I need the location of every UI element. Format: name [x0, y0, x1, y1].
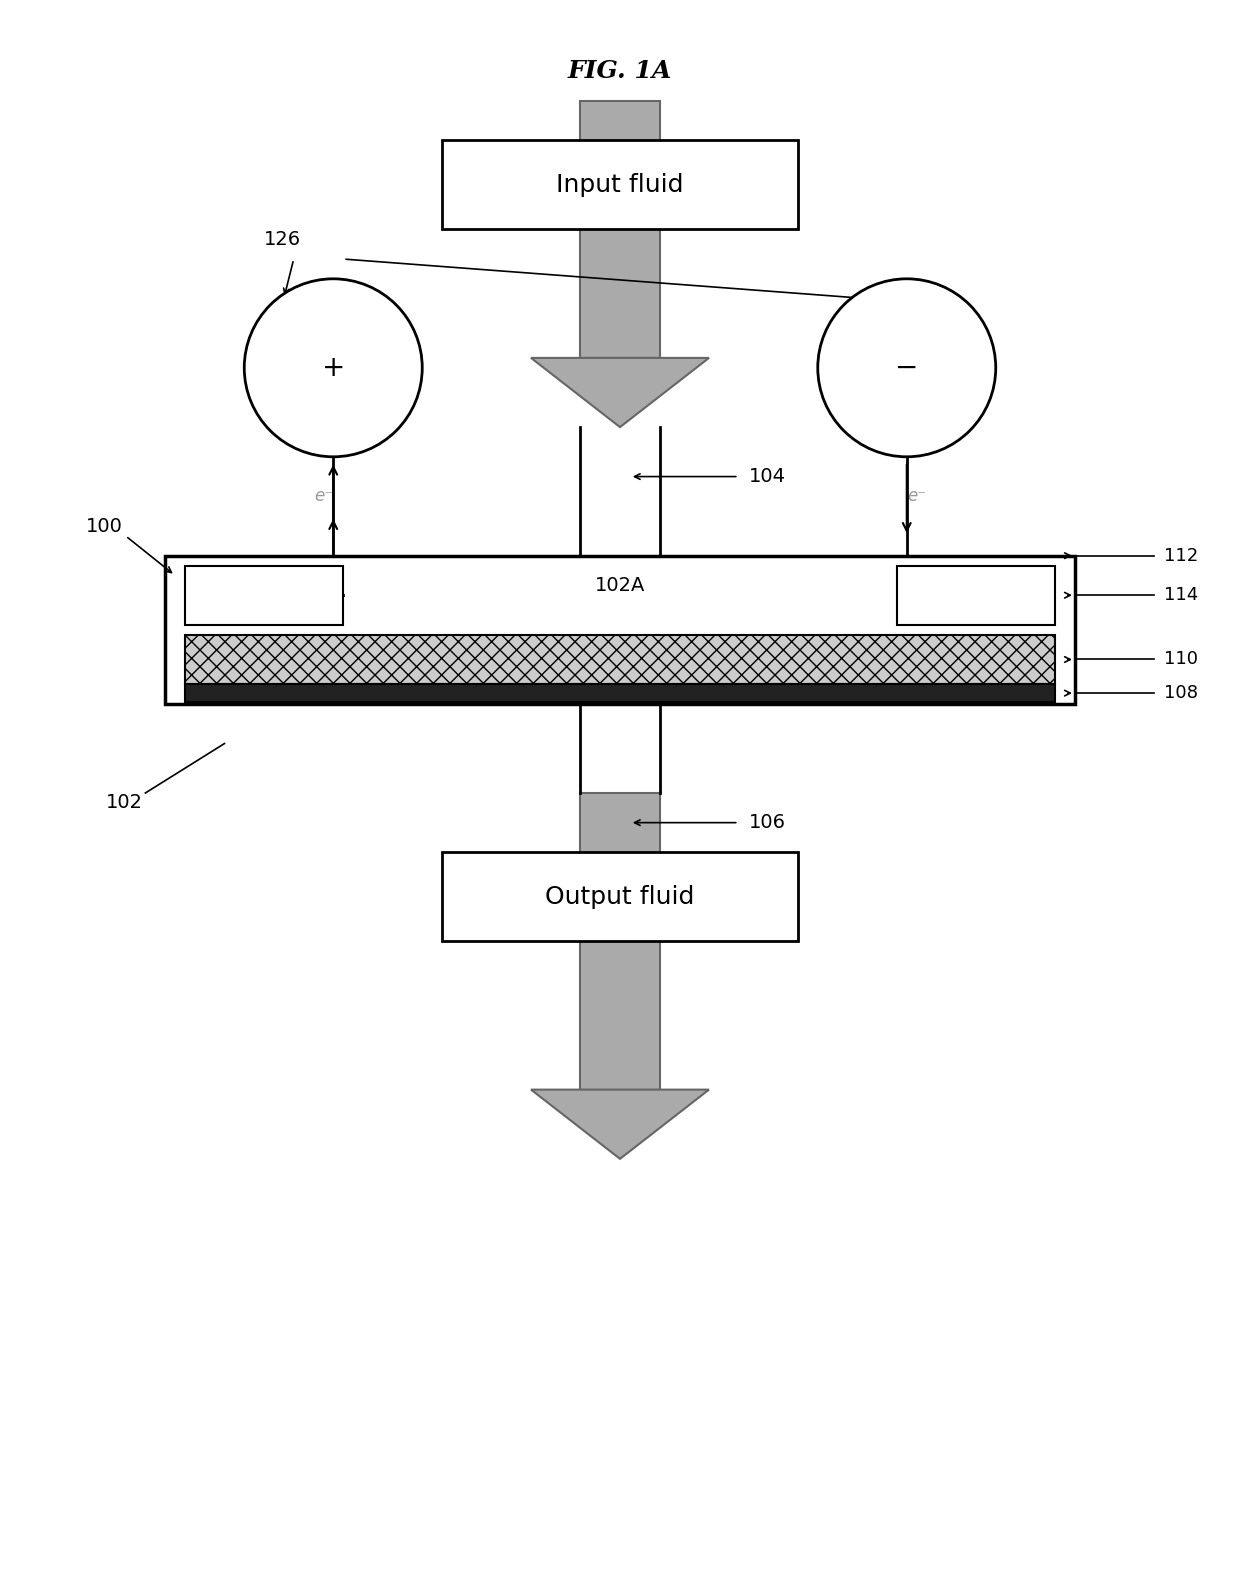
Text: 100: 100 — [86, 516, 123, 535]
Text: e⁻: e⁻ — [908, 488, 926, 505]
Text: −: − — [895, 353, 919, 382]
Text: e⁻: e⁻ — [314, 488, 332, 505]
Text: 126: 126 — [264, 230, 301, 249]
Text: 104: 104 — [749, 467, 786, 486]
Bar — [185, 635, 1055, 684]
Bar — [185, 565, 343, 625]
Text: 114: 114 — [1164, 586, 1198, 605]
Circle shape — [817, 279, 996, 457]
Text: 112: 112 — [1164, 546, 1198, 565]
Text: FIG. 1A: FIG. 1A — [568, 59, 672, 84]
Text: 102A: 102A — [595, 576, 645, 595]
Bar — [897, 565, 1055, 625]
Text: Input fluid: Input fluid — [557, 173, 683, 196]
Text: +: + — [321, 353, 345, 382]
Bar — [165, 556, 1075, 704]
Polygon shape — [531, 358, 709, 427]
Polygon shape — [531, 1089, 709, 1159]
Bar — [441, 141, 799, 230]
Polygon shape — [580, 793, 660, 1089]
Circle shape — [244, 279, 423, 457]
Text: 110: 110 — [1164, 651, 1198, 668]
Text: 108: 108 — [1164, 684, 1198, 703]
Bar — [441, 852, 799, 942]
Text: Output fluid: Output fluid — [546, 885, 694, 909]
Text: 102: 102 — [105, 793, 143, 812]
Text: 106: 106 — [749, 814, 786, 833]
Polygon shape — [580, 101, 660, 358]
Bar — [185, 684, 1055, 701]
